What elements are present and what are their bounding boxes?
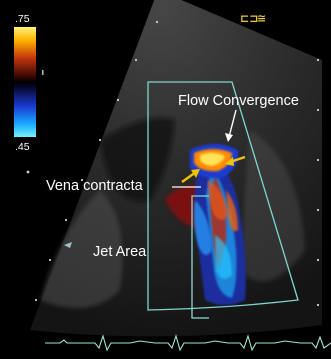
flow-convergence-arrow [225,109,237,142]
vena-contracta-label: Vena contracta [46,178,143,194]
depth-markers [26,20,320,307]
scale-top-label: .75 [15,13,30,25]
left-marker [64,242,72,248]
color-doppler-box [147,81,299,311]
probe-orientation-icon: ⊏⊐ [240,12,259,25]
scale-bottom-label: .45 [15,141,30,153]
flow-arrow-left [181,169,200,183]
flow-arrow-right [225,155,246,166]
flow-convergence-label: Flow Convergence [178,93,299,109]
regurgitant-jet [165,144,246,305]
jet-area-label: Jet Area [93,244,147,260]
color-scale-bar [14,27,36,137]
tissue-speckle-left [40,190,123,308]
ecg-trace [45,334,331,352]
jet-area-bracket [191,195,209,319]
settings-icon: ≅ [257,12,267,25]
color-scale-tick [42,70,44,75]
tissue-dark-chamber [100,117,175,202]
tissue-speckle-right [240,130,305,282]
